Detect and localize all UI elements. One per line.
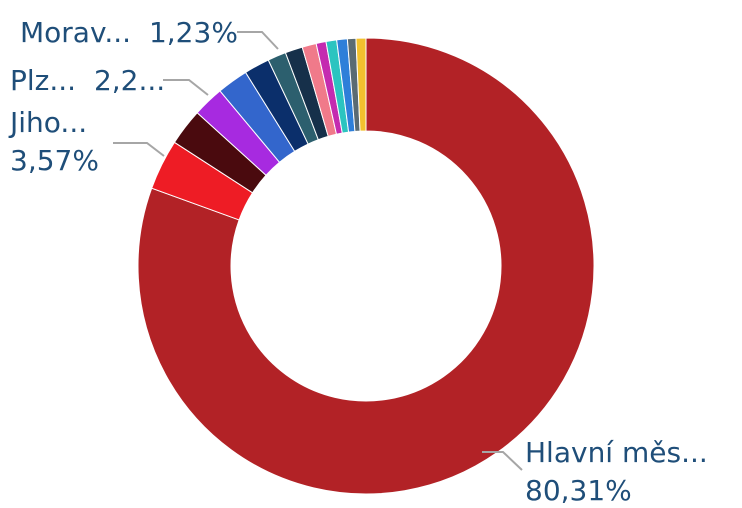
slice-label-plz-name: Plz... — [10, 64, 76, 97]
donut-slice-0 — [137, 37, 595, 495]
slice-label-jiho-name: Jiho... — [8, 106, 87, 139]
slice-label-morav-name: Morav... — [20, 16, 131, 49]
slices-group — [137, 37, 595, 495]
slice-label-morav: Morav... 1,23% — [20, 16, 238, 49]
donut-slice-13 — [355, 37, 367, 132]
slice-label-plz-value: 2,2... — [94, 64, 165, 97]
leader-line-jiho — [113, 142, 165, 157]
slice-label-morav-value: 1,23% — [149, 16, 238, 49]
slice-label-plz: Plz... 2,2... — [10, 64, 165, 97]
leader-line-hlavni — [482, 451, 523, 471]
leader-lines-group — [113, 31, 523, 471]
slice-label-jiho-value: 3,57% — [10, 144, 99, 177]
slice-label-hlavni-value: 80,31% — [525, 474, 632, 507]
data-labels-group: Hlavní měs... 80,31% Jiho... 3,57% Plz..… — [8, 16, 708, 507]
slice-label-hlavni-name: Hlavní měs... — [525, 436, 708, 469]
leader-line-plz — [163, 79, 209, 96]
leader-line-morav — [237, 31, 279, 50]
